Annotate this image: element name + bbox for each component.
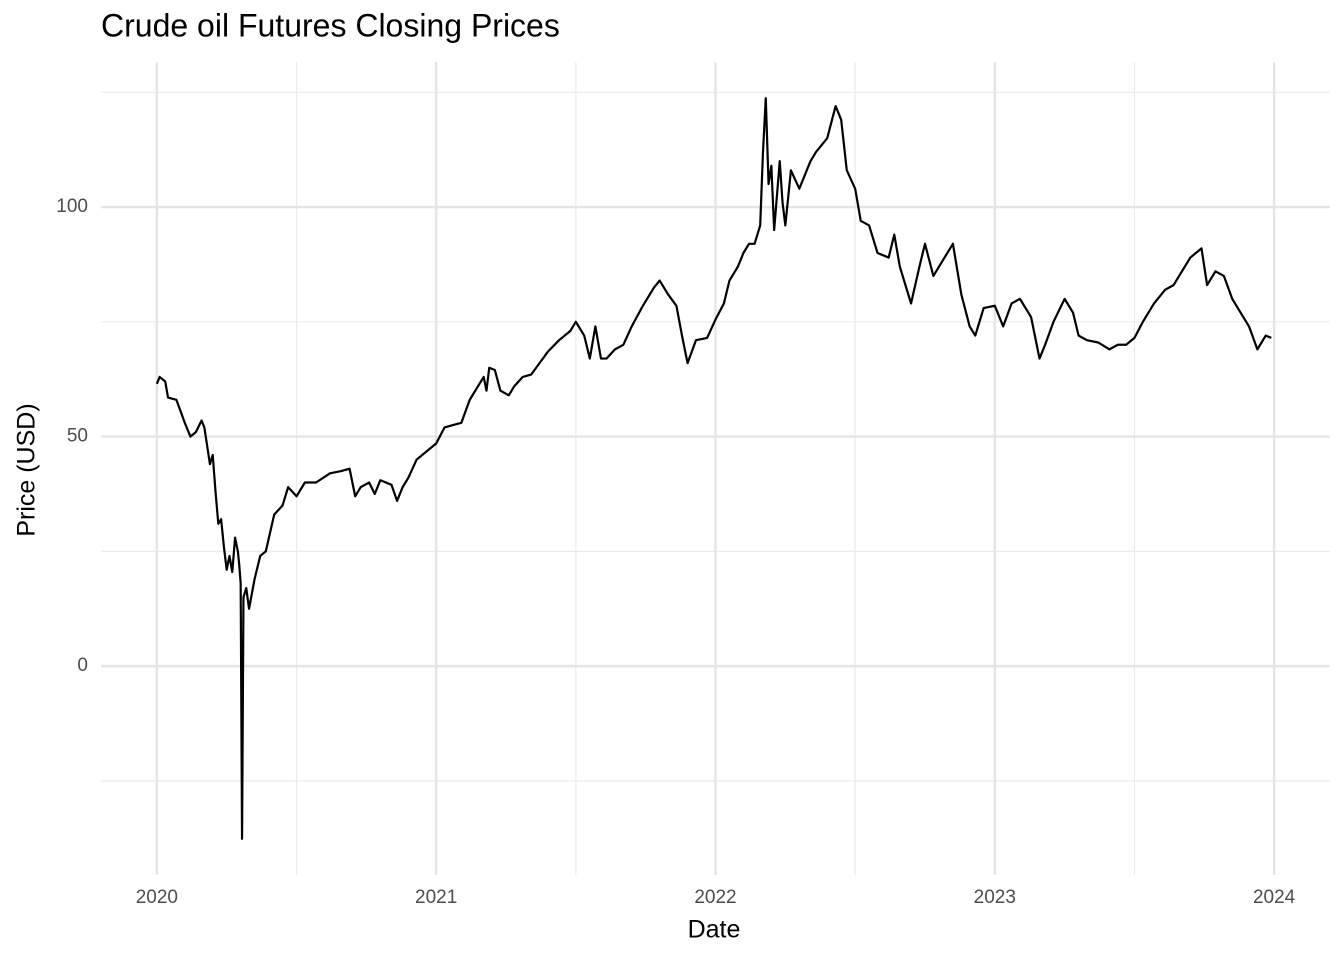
price-line bbox=[155, 97, 1272, 840]
x-tick-label: 2022 bbox=[694, 887, 736, 908]
x-tick-label: 2021 bbox=[415, 887, 457, 908]
y-axis-title: Price (USD) bbox=[13, 403, 41, 536]
y-tick-label: 0 bbox=[77, 655, 88, 676]
x-tick-label: 2024 bbox=[1253, 887, 1296, 908]
chart-title: Crude oil Futures Closing Prices bbox=[101, 7, 560, 43]
x-axis-title: Date bbox=[688, 916, 741, 944]
y-tick-label: 50 bbox=[67, 426, 88, 447]
x-tick-label: 2020 bbox=[136, 887, 178, 908]
y-tick-label: 100 bbox=[56, 196, 88, 217]
x-tick-label: 2023 bbox=[974, 887, 1016, 908]
